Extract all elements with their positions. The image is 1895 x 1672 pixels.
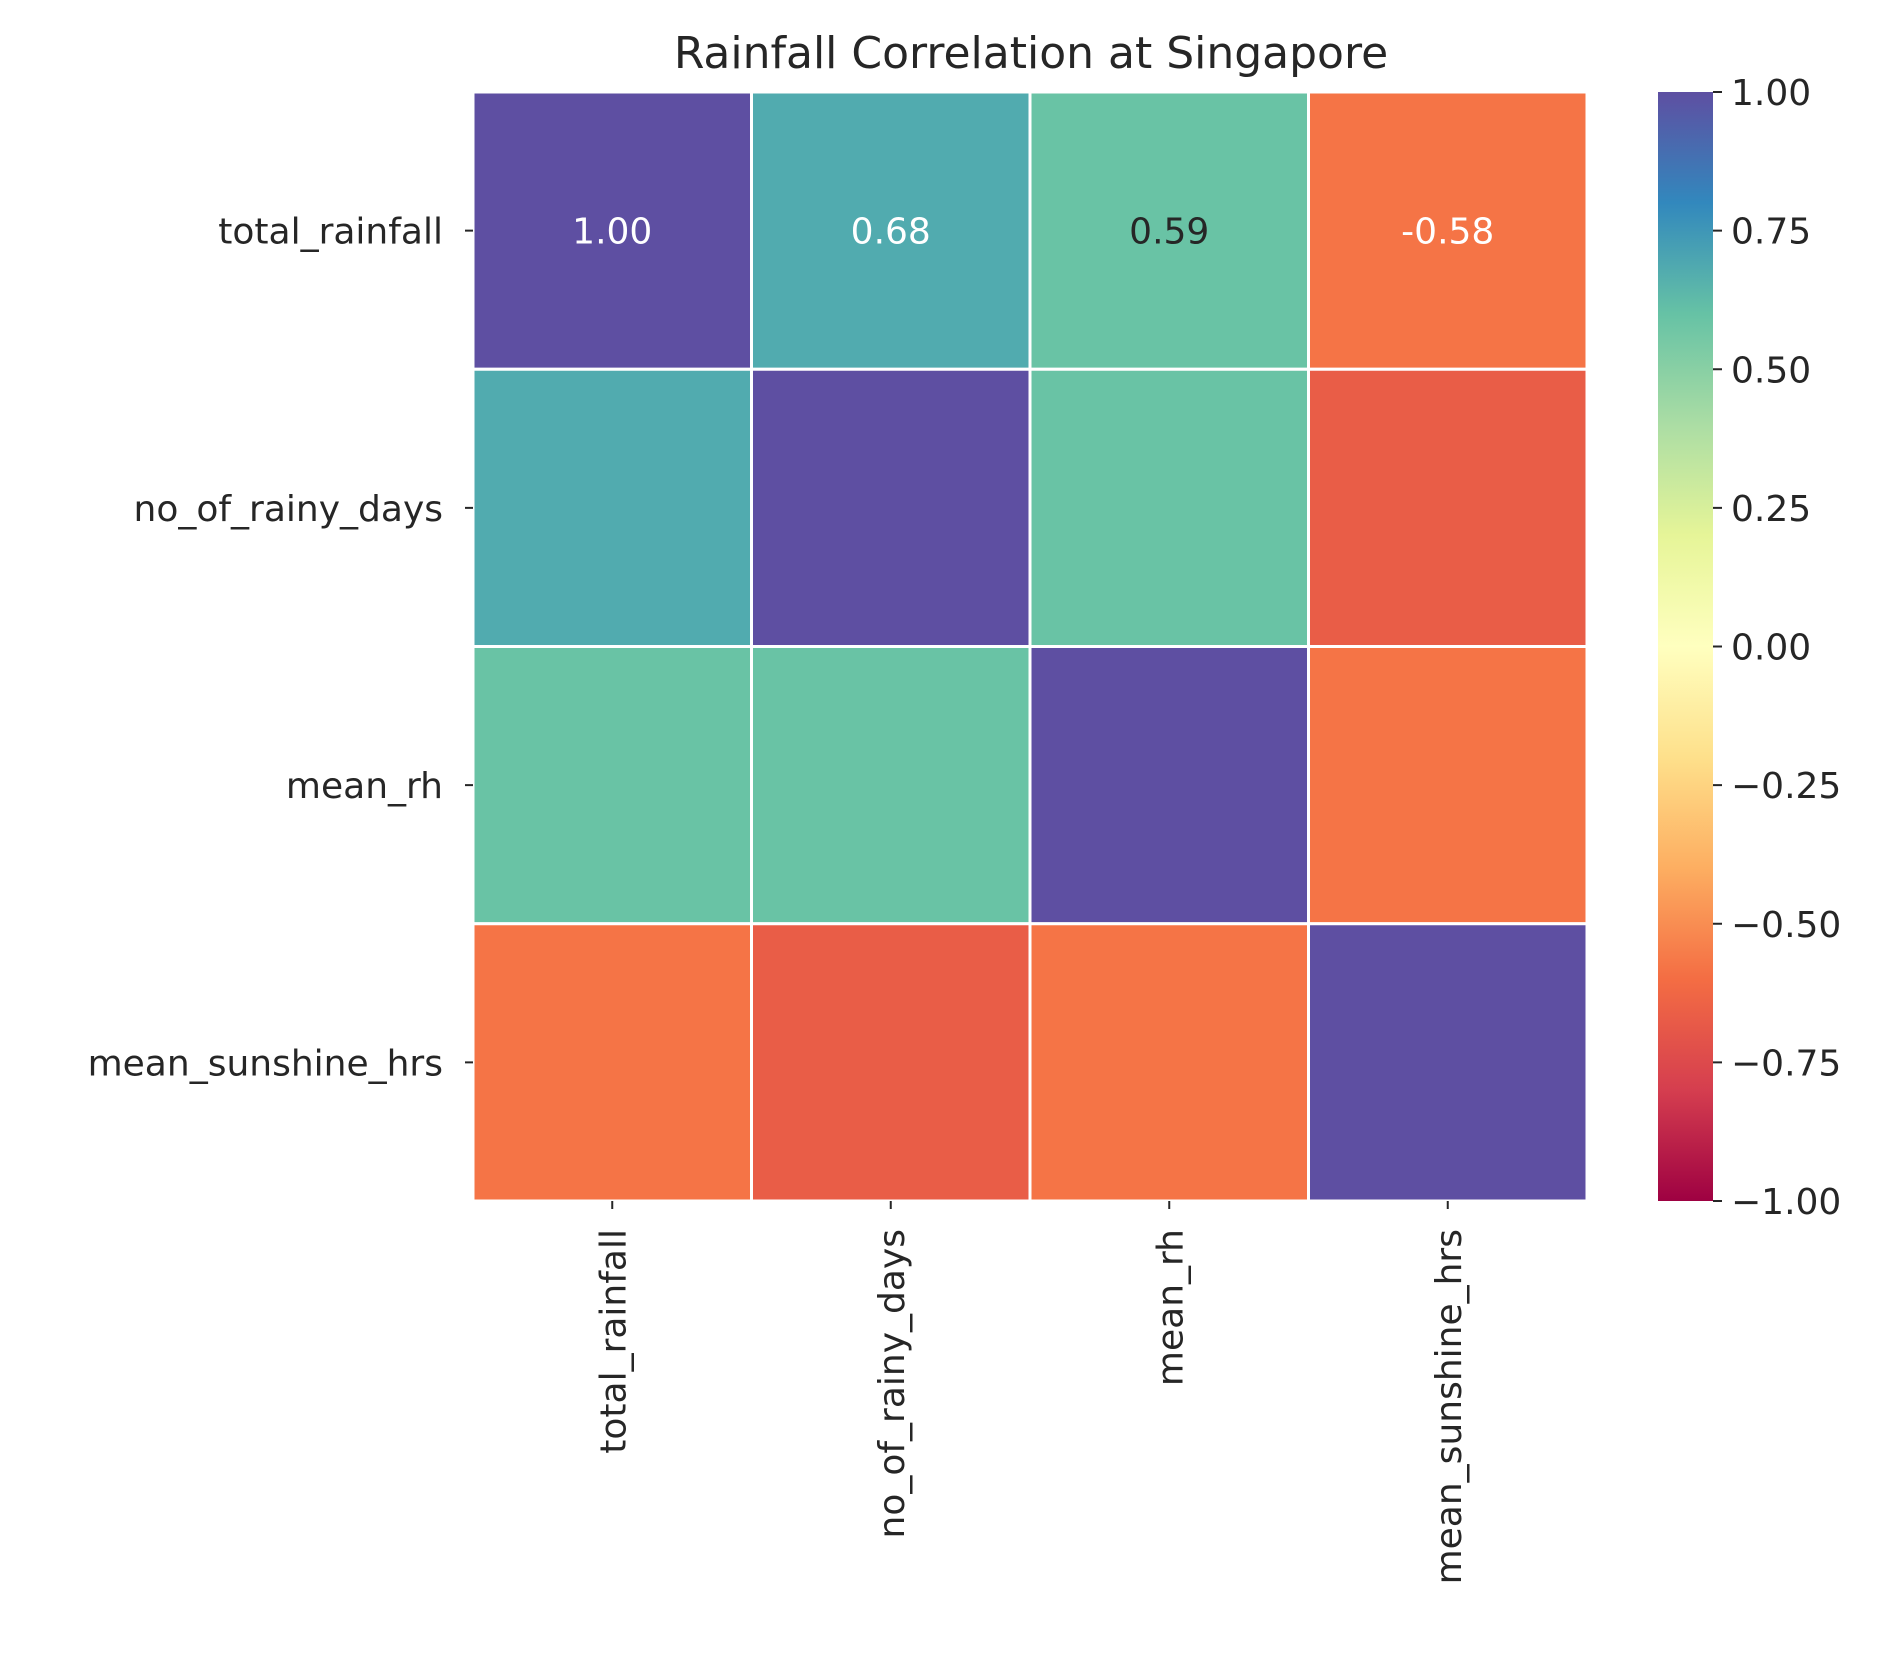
heatmap-cell-0-3 (1307, 90, 1589, 371)
heatmap-cell-0-1 (750, 90, 1032, 371)
column-tick-label: mean_sunshine_hrs (1429, 1229, 1470, 1584)
heatmap-cell-1-1 (750, 367, 1032, 648)
heatmap-cell-3-3 (1307, 922, 1589, 1203)
heatmap-cell-1-3 (1307, 367, 1589, 648)
column-tick-label: no_of_rainy_days (872, 1229, 913, 1539)
colorbar-tick-label: −1.00 (1731, 1182, 1841, 1223)
row-tick-label: mean_rh (286, 766, 443, 807)
colorbar-tick-label: 0.00 (1731, 628, 1811, 669)
heatmap-cell-2-0 (471, 645, 753, 926)
colorbar-tick-label: 0.75 (1731, 212, 1811, 253)
heatmap-cell-3-1 (750, 922, 1032, 1203)
cell-value-label: 0.68 (851, 212, 931, 253)
colorbar-tick-label: −0.25 (1731, 766, 1841, 807)
colorbar-tick-label: 0.50 (1731, 350, 1811, 391)
column-tick-label: total_rainfall (593, 1229, 634, 1454)
colorbar-ticks: 1.00 0.75 0.50 0.25 0.00 −0.25 −0.50 −0.75 −1.00 (1713, 73, 1841, 1223)
cell-value-label: -0.58 (1401, 212, 1494, 253)
column-tick-labels: total_rainfall no_of_rainy_days mean_rh mea… (593, 1201, 1470, 1584)
heatmap-cell-0-0 (471, 90, 753, 371)
colorbar-tick-label: −0.75 (1731, 1043, 1841, 1084)
heatmap-cell-3-0 (471, 922, 753, 1203)
row-tick-label: total_rainfall (218, 212, 443, 253)
cell-value-label: 0.59 (1129, 212, 1209, 253)
heatmap-cell-2-3 (1307, 645, 1589, 926)
column-tick-label: mean_rh (1150, 1229, 1191, 1386)
row-tick-label: no_of_rainy_days (134, 489, 444, 530)
heatmap-cell-1-0 (471, 367, 753, 648)
heatmap-cell-1-2 (1028, 367, 1310, 648)
row-tick-label: mean_sunshine_hrs (88, 1043, 443, 1084)
heatmap-cells (471, 90, 1589, 1203)
colorbar-gradient (1658, 92, 1713, 1201)
heatmap-cell-0-2 (1028, 90, 1310, 371)
heatmap-cell-labels: 1.00 0.68 0.59 -0.58 (572, 212, 1494, 253)
chart-title: Rainfall Correlation at Singapore (674, 28, 1388, 79)
colorbar-tick-label: 0.25 (1731, 489, 1811, 530)
colorbar-tick-label: −0.50 (1731, 905, 1841, 946)
colorbar-tick-label: 1.00 (1731, 73, 1811, 114)
colorbar: 1.00 0.75 0.50 0.25 0.00 −0.25 −0.50 −0.75 −1.00 (1658, 73, 1841, 1223)
heatmap-cell-2-1 (750, 645, 1032, 926)
row-tick-labels: total_rainfall no_of_rainy_days mean_rhmea… (88, 212, 473, 1084)
heatmap-cell-2-2 (1028, 645, 1310, 926)
cell-value-label: 1.00 (572, 212, 652, 253)
heatmap-cell-3-2 (1028, 922, 1310, 1203)
